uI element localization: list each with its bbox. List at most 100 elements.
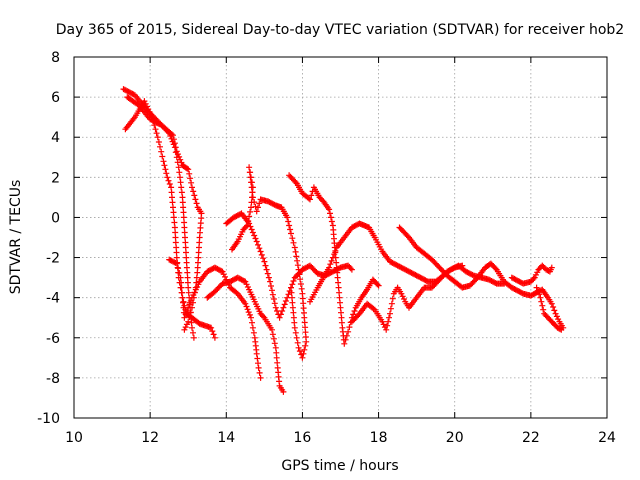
data-point: [274, 308, 280, 314]
data-point: [285, 218, 292, 225]
data-point: [185, 284, 192, 291]
data-point: [539, 302, 546, 309]
data-point: [327, 261, 334, 268]
data-point: [379, 318, 386, 325]
data-point: [162, 166, 169, 173]
series-track-4: [166, 256, 264, 381]
data-point: [328, 214, 334, 221]
data-point: [302, 342, 309, 349]
data-point: [276, 314, 283, 321]
x-axis-label: GPS time / hours: [281, 458, 398, 474]
y-tick-label: 6: [51, 90, 60, 106]
data-point: [174, 151, 181, 158]
data-point: [173, 260, 180, 267]
data-point: [335, 284, 342, 291]
data-point: [288, 289, 295, 296]
data-point: [530, 275, 537, 282]
data-point: [343, 332, 350, 339]
data-point: [295, 266, 302, 273]
data-point: [155, 139, 162, 145]
data-point: [178, 284, 185, 291]
data-point: [267, 278, 274, 285]
data-point: [141, 98, 148, 105]
data-point: [282, 298, 289, 304]
data-point: [538, 298, 545, 305]
data-point: [247, 208, 254, 215]
data-point: [548, 300, 555, 307]
data-point: [270, 335, 277, 342]
data-point: [252, 235, 259, 242]
data-point: [269, 287, 275, 294]
data-point: [219, 268, 226, 275]
data-point: [341, 340, 348, 347]
data-point: [154, 134, 161, 141]
data-point: [536, 291, 543, 298]
data-point: [182, 324, 189, 331]
data-point: [261, 258, 268, 265]
data-point: [249, 319, 255, 326]
data-point: [172, 259, 179, 266]
data-point: [459, 262, 466, 269]
data-point: [293, 334, 300, 341]
data-point: [256, 200, 263, 207]
data-point: [263, 266, 270, 273]
data-point: [185, 166, 192, 173]
data-point: [548, 264, 555, 271]
data-point: [177, 156, 184, 163]
data-point: [210, 331, 217, 338]
data-point: [180, 214, 187, 221]
data-point: [249, 194, 256, 201]
data-point: [295, 344, 302, 351]
x-tick-label: 22: [522, 430, 540, 446]
data-point: [508, 274, 515, 281]
series-track-12: [508, 262, 555, 287]
data-point: [288, 284, 294, 291]
y-tick-label: -6: [46, 331, 60, 347]
data-point: [192, 196, 199, 203]
data-point: [245, 309, 252, 316]
data-point: [268, 283, 274, 289]
data-point: [271, 300, 278, 307]
data-point: [253, 350, 260, 357]
data-point: [187, 309, 194, 316]
data-point: [209, 328, 216, 335]
data-point: [187, 298, 194, 304]
data-point: [287, 226, 294, 233]
data-point: [540, 306, 547, 313]
data-point: [161, 162, 168, 169]
data-point: [350, 311, 357, 318]
plot-frame: [73, 56, 608, 419]
data-point: [182, 311, 189, 318]
data-point: [280, 304, 287, 311]
data-point: [331, 251, 338, 258]
data-point: [388, 300, 395, 307]
data-point: [270, 296, 277, 302]
data-point: [401, 296, 407, 302]
data-point: [558, 326, 565, 333]
data-point: [189, 294, 195, 301]
series-track-5: [204, 274, 287, 395]
data-point: [186, 170, 193, 177]
data-point: [248, 226, 255, 233]
data-point: [346, 324, 353, 331]
data-point: [246, 311, 253, 318]
data-point: [185, 304, 192, 311]
data-point: [246, 213, 253, 220]
data-point: [195, 249, 202, 256]
data-point: [293, 253, 300, 260]
data-point: [345, 328, 352, 335]
data-point: [187, 175, 194, 182]
data-point: [533, 284, 540, 291]
data-point: [190, 188, 197, 195]
data-point: [242, 300, 249, 307]
data-point: [348, 266, 355, 273]
data-point: [289, 235, 296, 242]
data-point: [329, 254, 336, 261]
data-point: [375, 282, 382, 289]
data-point: [552, 310, 559, 317]
data-point: [175, 265, 182, 272]
data-point: [257, 374, 264, 381]
data-point: [296, 271, 303, 278]
data-point: [260, 313, 267, 320]
data-point: [529, 292, 536, 298]
